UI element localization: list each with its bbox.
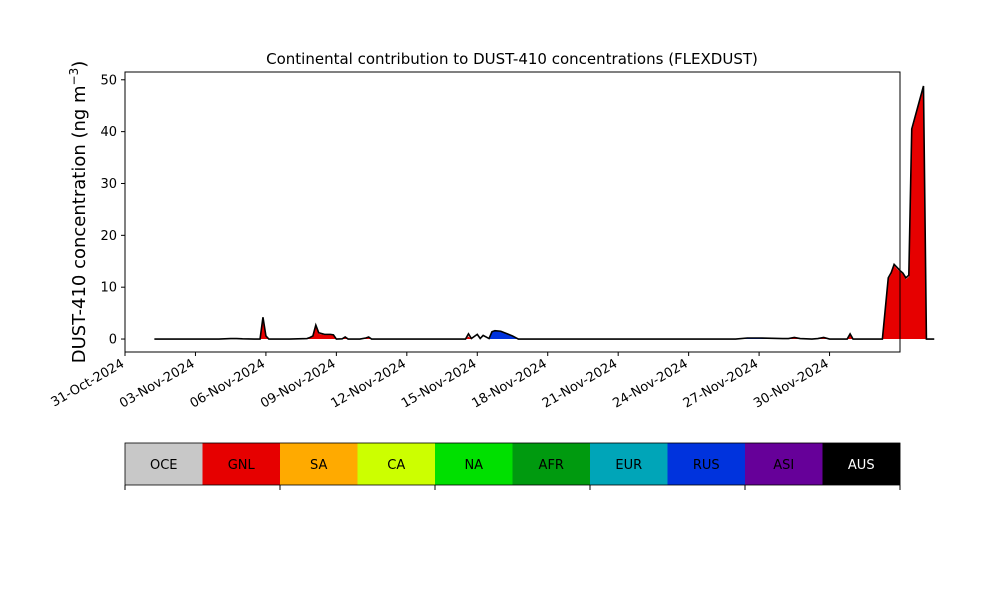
y-tick-label: 50 [100, 73, 117, 88]
y-axis-label-superscript: −3 [67, 68, 81, 86]
legend-label-afr: AFR [539, 458, 564, 473]
x-tick-label: 21-Nov-2024 [540, 356, 620, 411]
y-axis-label-main: DUST-410 concentration (ng m [69, 85, 90, 363]
total-line [154, 85, 935, 340]
x-tick-label: 24-Nov-2024 [610, 356, 690, 411]
plot-frame [124, 71, 901, 353]
legend-swatch-na [435, 443, 513, 485]
x-tick-label: 03-Nov-2024 [117, 356, 197, 411]
legend: OCE GNL SA CA NA AFR EUR RUS ASI AUS [124, 442, 901, 490]
x-tick-label: 09-Nov-2024 [258, 356, 338, 411]
legend-swatch-asi [745, 443, 823, 485]
legend-label-rus: RUS [693, 458, 720, 473]
legend-label-asi: ASI [773, 458, 794, 473]
legend-frame [124, 442, 901, 486]
x-axis: 31-Oct-202403-Nov-202406-Nov-202409-Nov-… [49, 352, 832, 411]
x-tick-label: 18-Nov-2024 [469, 356, 549, 411]
legend-label-gnl: GNL [228, 458, 256, 473]
legend-swatch-ca [357, 443, 436, 485]
y-tick-label: 40 [100, 125, 117, 140]
x-tick-label: 31-Oct-2024 [49, 356, 127, 410]
legend-label-eur: EUR [615, 458, 642, 473]
y-tick-label: 10 [100, 281, 117, 296]
legend-swatch-oce [125, 443, 203, 485]
legend-swatch-rus [667, 443, 746, 485]
legend-label-sa: SA [310, 458, 327, 473]
legend-swatch-eur [590, 443, 668, 485]
y-tick-label: 30 [100, 177, 117, 192]
y-axis-label-close: ) [69, 61, 90, 68]
legend-swatch-afr [512, 443, 591, 485]
x-tick-label: 27-Nov-2024 [681, 356, 761, 411]
y-axis-label: DUST-410 concentration (ng m−3) [67, 61, 90, 364]
legend-swatch-aus [822, 443, 901, 485]
legend-swatch-gnl [202, 443, 281, 485]
legend-label-oce: OCE [150, 458, 178, 473]
legend-label-na: NA [464, 458, 483, 473]
y-tick-label: 20 [100, 229, 117, 244]
legend-swatch-sa [280, 443, 358, 485]
chart-title: Continental contribution to DUST-410 con… [266, 50, 758, 68]
y-axis: 0 10 20 30 40 50 [100, 73, 125, 348]
plot-background [125, 72, 900, 352]
y-tick-label: 0 [109, 333, 117, 348]
x-tick-label: 12-Nov-2024 [329, 356, 409, 411]
legend-label-aus: AUS [848, 458, 875, 473]
x-tick-label: 15-Nov-2024 [399, 356, 479, 411]
x-tick-label: 06-Nov-2024 [188, 356, 268, 411]
legend-label-ca: CA [387, 458, 405, 473]
x-tick-label: 30-Nov-2024 [751, 356, 831, 411]
